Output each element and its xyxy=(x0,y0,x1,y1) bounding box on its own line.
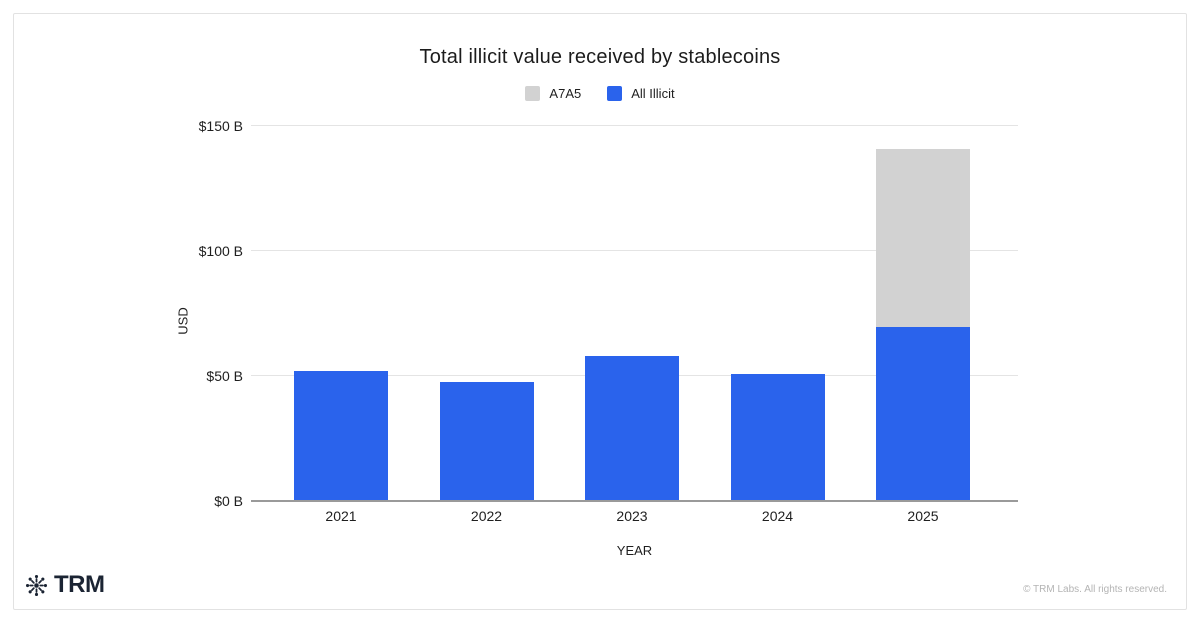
bar-segment-all-illicit-2022 xyxy=(439,382,534,501)
legend-swatch-a7a5 xyxy=(525,86,541,101)
copyright-text: © TRM Labs. All rights reserved. xyxy=(1023,584,1167,595)
bar-segment-a7a5-2025 xyxy=(876,148,970,328)
legend-item-all-illicit: All Illicit xyxy=(607,86,675,101)
gridline-150 xyxy=(251,125,1018,126)
x-tick-label-2022: 2022 xyxy=(470,508,503,524)
y-tick-label-0: $0 B xyxy=(214,493,243,509)
trm-logo: TRM xyxy=(24,571,105,599)
chart-title: Total illicit value received by stableco… xyxy=(419,46,781,68)
x-tick-label-2021: 2021 xyxy=(325,508,357,524)
x-tick-label-2025: 2025 xyxy=(907,508,939,524)
x-axis-line xyxy=(251,500,1018,502)
trm-starburst-icon xyxy=(24,573,49,598)
chart-card: Total illicit value received by stableco… xyxy=(13,13,1187,610)
bar-segment-all-illicit-2023 xyxy=(585,356,679,501)
y-tick-label-50: $50 B xyxy=(206,368,243,384)
y-axis-title: USD xyxy=(175,307,191,335)
bar-segment-all-illicit-2025 xyxy=(876,327,970,501)
brand-text: TRM xyxy=(54,571,105,598)
legend-label: All Illicit xyxy=(631,86,675,101)
y-tick-label-100: $100 B xyxy=(198,243,243,259)
legend-swatch-all-illicit xyxy=(607,86,623,101)
legend-item-a7a5: A7A5 xyxy=(525,86,581,101)
legend-label: A7A5 xyxy=(549,86,582,101)
y-tick-label-150: $150 B xyxy=(198,118,243,134)
x-tick-label-2024: 2024 xyxy=(761,508,794,524)
x-axis-title: YEAR xyxy=(616,543,653,558)
legend: A7A5 All Illicit xyxy=(14,86,1186,101)
bar-segment-all-illicit-2024 xyxy=(730,373,825,501)
bar-segment-all-illicit-2021 xyxy=(294,371,388,501)
gridline-100 xyxy=(251,250,1018,251)
x-tick-label-2023: 2023 xyxy=(616,508,648,524)
